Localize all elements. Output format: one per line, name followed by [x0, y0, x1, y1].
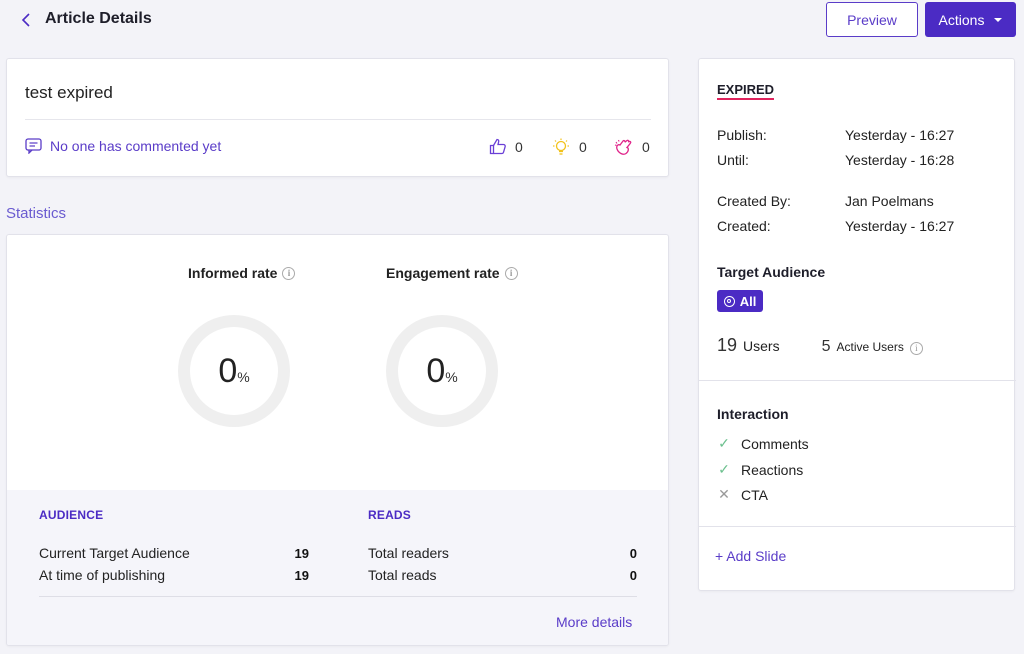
audience-row-label: Current Target Audience	[39, 545, 190, 561]
interaction-label: CTA	[741, 486, 768, 503]
reads-heading: READS	[368, 508, 412, 522]
publish-value: Yesterday - 16:27	[845, 127, 955, 143]
interaction-heading: Interaction	[717, 406, 789, 422]
comments-link[interactable]: No one has commented yet	[25, 138, 221, 154]
actions-button-label: Actions	[938, 11, 985, 28]
audience-badge[interactable]: All	[717, 290, 763, 312]
target-icon	[723, 295, 735, 307]
caret-down-icon	[994, 17, 1003, 22]
users-count: 19	[717, 335, 738, 355]
informed-rate-text: Informed rate	[188, 265, 278, 281]
informed-rate-value: 0	[218, 351, 238, 390]
actions-button[interactable]: Actions	[925, 2, 1016, 37]
divider	[699, 526, 1016, 527]
reads-row-label: Total reads	[368, 567, 437, 583]
check-icon: ✓	[718, 461, 730, 477]
reads-row-value: 0	[629, 568, 637, 583]
statistics-details: AUDIENCE READS Current Target Audience 1…	[7, 490, 668, 645]
thumbs-up-icon	[489, 138, 506, 155]
interaction-label: Comments	[741, 435, 809, 452]
status-underline	[717, 98, 774, 100]
active-users-count: 5	[821, 338, 831, 355]
info-icon[interactable]: i	[282, 266, 296, 280]
audience-badge-label: All	[739, 293, 757, 309]
interaction-label: Reactions	[741, 461, 804, 478]
add-slide-button[interactable]: + Add Slide	[715, 548, 787, 564]
informed-rate-unit: %	[237, 369, 250, 385]
informed-rate-label: Informed rate i	[188, 265, 296, 281]
divider	[699, 380, 1016, 381]
target-audience-heading: Target Audience	[717, 264, 826, 280]
status-badge: EXPIRED	[717, 82, 775, 97]
statistics-heading: Statistics	[6, 205, 67, 222]
close-icon: ✕	[718, 486, 730, 502]
interaction-item-reactions: ✓ Reactions	[717, 461, 803, 478]
info-icon[interactable]: i	[504, 266, 518, 280]
clap-count: 0	[642, 139, 650, 155]
lightbulb-icon	[553, 138, 569, 155]
created-by-label: Created By:	[717, 193, 791, 209]
article-title: test expired	[25, 83, 113, 102]
audience-row-value: 19	[294, 568, 309, 583]
info-icon[interactable]: i	[909, 341, 923, 355]
like-count: 0	[515, 138, 523, 155]
reads-row-label: Total readers	[368, 545, 449, 561]
informed-rate-donut: 0 %	[178, 315, 290, 427]
statistics-card: Informed rate i Engagement rate i 0 % 0 …	[6, 234, 669, 646]
divider	[39, 596, 637, 597]
reaction-idea[interactable]: 0	[551, 138, 587, 156]
article-info-panel: EXPIRED Publish: Yesterday - 16:27 Until…	[698, 58, 1016, 591]
audience-heading: AUDIENCE	[39, 508, 104, 522]
interaction-item-comments: ✓ Comments	[717, 435, 809, 452]
check-icon: ✓	[718, 435, 730, 451]
until-value: Yesterday - 16:28	[845, 152, 955, 168]
back-button[interactable]	[14, 6, 38, 34]
clap-hands-icon	[614, 139, 632, 155]
chevron-left-icon	[21, 13, 30, 27]
article-card: test expired No one has commented yet 0 …	[6, 58, 669, 177]
engagement-rate-label: Engagement rate i	[386, 265, 518, 281]
idea-count: 0	[579, 139, 587, 155]
reads-row-value: 0	[629, 546, 637, 561]
interaction-item-cta: ✕ CTA	[717, 486, 768, 503]
reaction-like[interactable]: 0	[489, 138, 523, 155]
engagement-rate-unit: %	[445, 369, 458, 385]
users-label: Users	[743, 338, 780, 354]
comments-text: No one has commented yet	[50, 138, 222, 154]
engagement-rate-donut: 0 %	[386, 315, 498, 427]
created-label: Created:	[717, 218, 771, 234]
engagement-rate-value: 0	[426, 351, 446, 390]
preview-button[interactable]: Preview	[826, 2, 918, 37]
reaction-clap[interactable]: 0	[614, 138, 650, 156]
audience-counts: 19 Users 5 Active Users i	[717, 335, 923, 356]
audience-row-label: At time of publishing	[39, 567, 166, 583]
engagement-rate-text: Engagement rate	[386, 265, 500, 281]
more-details-link[interactable]: More details	[556, 614, 633, 630]
created-value: Yesterday - 16:27	[845, 218, 955, 234]
page-title: Article Details	[45, 10, 152, 27]
publish-label: Publish:	[717, 127, 767, 143]
audience-row-value: 19	[294, 546, 309, 561]
active-users-label: Active Users	[836, 340, 904, 354]
until-label: Until:	[717, 152, 749, 168]
comment-icon	[25, 138, 42, 154]
divider	[25, 119, 651, 120]
created-by-value: Jan Poelmans	[845, 193, 934, 209]
